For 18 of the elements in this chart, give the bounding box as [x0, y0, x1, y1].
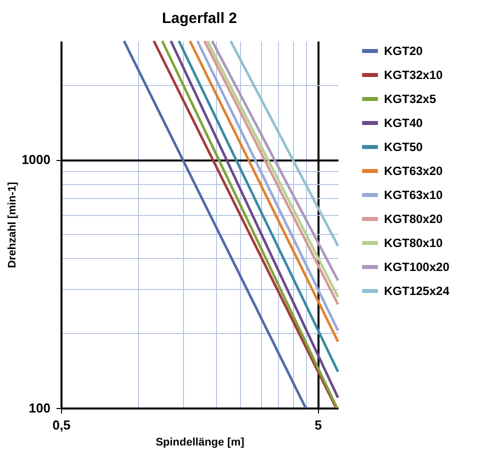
legend-label: KGT80x20 [384, 212, 444, 226]
legend-label: KGT40 [384, 116, 424, 130]
legend-label: KGT80x10 [384, 236, 444, 250]
chart-title: Lagerfall 2 [162, 10, 238, 27]
legend-label: KGT100x20 [384, 260, 450, 274]
legend-label: KGT32x10 [384, 68, 444, 82]
legend-label: KGT63x20 [384, 164, 444, 178]
x-axis-title: Spindellänge [m] [156, 436, 245, 448]
legend-label: KGT125x24 [384, 284, 450, 298]
y-tick-label: 1000 [22, 152, 50, 168]
y-axis-title: Drehzahl [min-1] [6, 182, 19, 268]
y-tick-label: 100 [28, 400, 50, 416]
legend-label: KGT50 [384, 140, 424, 154]
legend-label: KGT63x10 [384, 188, 444, 202]
x-tick-label: 5 [314, 418, 322, 432]
legend-label: KGT20 [384, 44, 424, 58]
x-tick-label: 0,5 [52, 418, 71, 432]
legend-label: KGT32x5 [384, 92, 436, 106]
